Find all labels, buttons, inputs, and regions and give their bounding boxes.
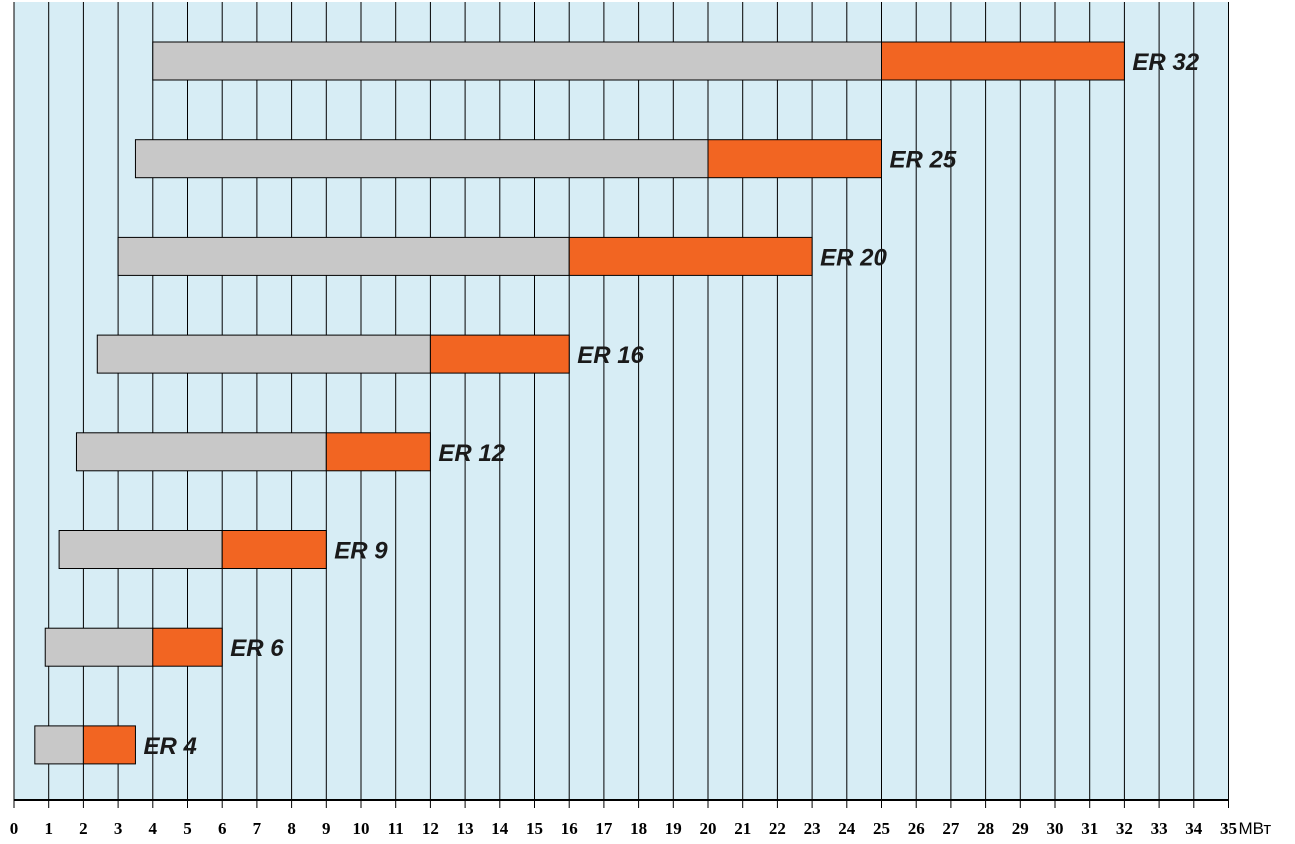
x-tick-label: 8 bbox=[287, 819, 296, 838]
x-tick-label: 16 bbox=[561, 819, 578, 838]
x-tick-label: 11 bbox=[388, 819, 404, 838]
bar-label: ER 32 bbox=[1132, 49, 1199, 76]
x-tick-label: 9 bbox=[322, 819, 331, 838]
x-tick-label: 17 bbox=[595, 819, 613, 838]
bar-upper-segment bbox=[568, 236, 813, 276]
bar-base-segment bbox=[34, 725, 84, 765]
x-tick-label: 4 bbox=[149, 819, 158, 838]
bar-label: ER 4 bbox=[143, 733, 196, 760]
bar-base-segment bbox=[75, 432, 327, 472]
bar-label: ER 25 bbox=[890, 147, 957, 174]
x-tick-label: 7 bbox=[253, 819, 262, 838]
x-tick-label: 12 bbox=[422, 819, 439, 838]
x-tick-label: 19 bbox=[665, 819, 682, 838]
x-tick-label: 21 bbox=[734, 819, 751, 838]
x-tick-label: 22 bbox=[769, 819, 786, 838]
gridlines bbox=[13, 2, 1229, 800]
bar-base-segment bbox=[44, 627, 154, 667]
x-tick-label: 35 bbox=[1220, 819, 1237, 838]
x-tick-label: 25 bbox=[873, 819, 890, 838]
x-tick-label: 0 bbox=[10, 819, 19, 838]
x-tick-label: 1 bbox=[44, 819, 53, 838]
x-tick-label: 20 bbox=[700, 819, 717, 838]
bar-upper-segment bbox=[82, 725, 136, 765]
x-tick-label: 31 bbox=[1081, 819, 1098, 838]
x-tick-label: 13 bbox=[457, 819, 474, 838]
x-tick-label: 33 bbox=[1151, 819, 1168, 838]
bar-upper-segment bbox=[221, 530, 327, 569]
bar-label: ER 20 bbox=[820, 244, 887, 271]
bar-upper-segment bbox=[429, 334, 570, 374]
x-tick-label: 30 bbox=[1047, 819, 1064, 838]
x-tick-label: 3 bbox=[114, 819, 123, 838]
x-tick-label: 5 bbox=[183, 819, 192, 838]
bar-label: ER 9 bbox=[334, 538, 388, 565]
x-tick-label: 10 bbox=[353, 819, 370, 838]
bar-label: ER 16 bbox=[577, 342, 644, 369]
bar-base-segment bbox=[96, 334, 431, 374]
bar-upper-segment bbox=[881, 41, 1125, 81]
bar-base-segment bbox=[134, 139, 709, 179]
x-tick-label: 26 bbox=[908, 819, 925, 838]
bar-upper-segment bbox=[707, 139, 882, 179]
x-tick-label: 32 bbox=[1116, 819, 1133, 838]
x-tick-label: 14 bbox=[491, 819, 509, 838]
x-tick-label: 18 bbox=[630, 819, 647, 838]
bar-base-segment bbox=[152, 41, 883, 81]
x-tick-label: 34 bbox=[1185, 819, 1203, 838]
x-axis bbox=[13, 2, 1229, 801]
bar-upper-segment bbox=[325, 432, 431, 472]
bar-base-segment bbox=[117, 236, 570, 276]
x-tick-label: 6 bbox=[218, 819, 227, 838]
x-tick-label: 29 bbox=[1012, 819, 1029, 838]
bar-label: ER 12 bbox=[438, 440, 505, 467]
x-tick-label: 2 bbox=[79, 819, 88, 838]
x-tick-labels: 0 1 2 3 4 5 6 7 8 9 10 11 12 13 14 15 16 17 18 19 20 21 22 23 24… bbox=[10, 800, 1237, 838]
x-tick-label: 24 bbox=[838, 819, 856, 838]
x-tick-label: 23 bbox=[804, 819, 821, 838]
bar-label: ER 6 bbox=[230, 635, 284, 662]
plot-background bbox=[14, 2, 1229, 800]
x-tick-label: 15 bbox=[526, 819, 543, 838]
x-tick-label: 27 bbox=[942, 819, 960, 838]
x-unit-label: МВт bbox=[1239, 819, 1272, 838]
bar-base-segment bbox=[58, 530, 223, 569]
bars: ER 32 ER 25 ER 20 ER 16 ER 12 ER 9 ER 6 ER 4 bbox=[34, 41, 1200, 765]
bar-upper-segment bbox=[152, 627, 223, 667]
x-tick-label: 28 bbox=[977, 819, 994, 838]
